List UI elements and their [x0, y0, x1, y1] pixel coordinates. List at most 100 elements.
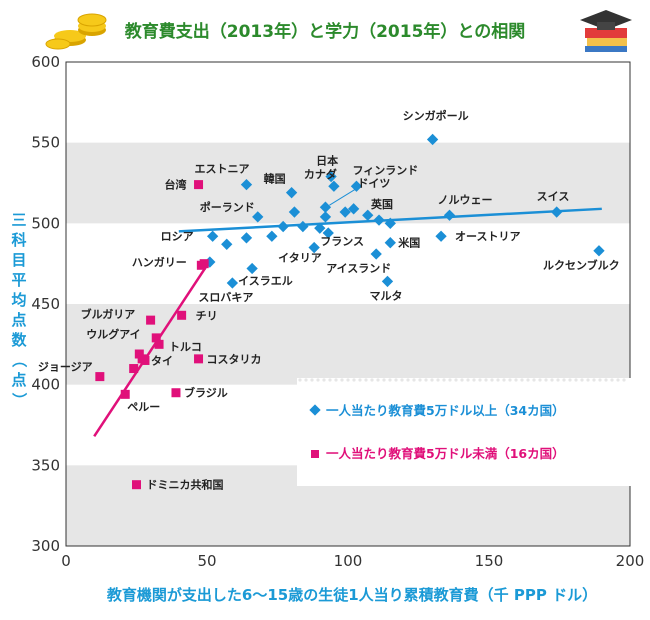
legend-dot [364, 378, 368, 382]
legend-dot [472, 378, 476, 382]
legend-dot [406, 378, 410, 382]
data-point-diamond [325, 170, 337, 183]
point-label: スロバキア [198, 291, 253, 304]
legend-dot [610, 378, 614, 382]
data-point-square [129, 364, 139, 374]
legend-dot [532, 378, 536, 382]
data-point-diamond [266, 230, 278, 242]
legend-dot [454, 378, 458, 382]
point-label: ドミニカ共和国 [147, 478, 224, 492]
point-label: スイス [537, 190, 570, 203]
y-axis-ticks: 300 350 400 450 500 550 600 [31, 53, 60, 555]
y-axis-title-char: 数 [11, 331, 27, 349]
point-label: マルタ [369, 289, 402, 302]
x-axis-title: 教育機関が支出した6～15歳の生徒1人当り累積教育費（千 PPP ドル） [106, 586, 597, 604]
legend-dot [328, 378, 332, 382]
legend-dot [376, 378, 380, 382]
legend-dot [340, 378, 344, 382]
y-tick-label: 400 [31, 376, 60, 394]
point-label: ジョージア [38, 361, 93, 374]
y-tick-label: 600 [31, 53, 60, 71]
legend-dot [586, 378, 590, 382]
data-point-square [177, 310, 187, 320]
data-point-diamond [551, 206, 563, 218]
data-point-square [95, 372, 105, 382]
point-label: ドイツ [357, 177, 390, 190]
point-label: ブルガリア [81, 307, 136, 321]
legend-dot [322, 378, 326, 382]
legend-dot [304, 378, 308, 382]
data-point-square [146, 315, 156, 325]
y-tick-label: 450 [31, 295, 60, 313]
legend-dot [382, 378, 386, 382]
data-point-diamond [240, 232, 253, 244]
legend-dot [592, 378, 596, 382]
legend-dot [310, 378, 314, 382]
x-tick-label: 0 [61, 552, 71, 570]
point-label: ルクセンブルク [543, 258, 620, 272]
point-label: タイ [151, 354, 173, 367]
data-point-diamond [206, 230, 219, 242]
y-axis-title-char: 平 [11, 271, 26, 289]
point-label: ハンガリー [132, 255, 187, 269]
legend-dot [298, 378, 302, 382]
legend-dot [424, 378, 428, 382]
data-point-square [120, 389, 130, 399]
legend-dot [604, 378, 608, 382]
point-label: トルコ [169, 340, 202, 353]
data-point-square [171, 388, 181, 398]
legend-dot [622, 378, 626, 382]
data-point-square [137, 354, 147, 364]
point-label: イタリア [278, 252, 322, 265]
point-label: 米国 [397, 236, 420, 250]
data-point-square [132, 480, 141, 490]
data-point-diamond [285, 187, 298, 199]
point-label: 台湾 [165, 178, 187, 192]
y-tick-label: 300 [31, 537, 60, 555]
point-label: チリ [196, 309, 218, 322]
legend-dot [430, 378, 434, 382]
point-label: ウルグアイ [86, 327, 140, 341]
legend-dot [478, 378, 482, 382]
plot-frame [65, 61, 631, 547]
point-label: ポーランド [200, 200, 255, 214]
legend-marker-diamond [309, 404, 321, 416]
x-tick-label: 200 [616, 552, 645, 570]
legend-dot [316, 378, 320, 382]
legend-dot [484, 378, 488, 382]
point-label: 日本 [316, 154, 338, 168]
data-point-diamond [347, 203, 360, 215]
legend-dot [496, 378, 500, 382]
y-axis-title-char: 科 [11, 231, 26, 249]
legend-dot [574, 378, 578, 382]
data-point-diamond [221, 238, 233, 250]
legend-dot [346, 378, 350, 382]
x-tick-label: 100 [334, 552, 363, 570]
legend-dot [556, 378, 560, 382]
legend-dot [526, 378, 530, 382]
data-point-diamond [314, 222, 326, 234]
y-axis-title-char: 目 [11, 251, 26, 269]
legend-dot [520, 378, 524, 382]
point-label: 英国 [370, 197, 393, 211]
data-point-diamond [297, 220, 309, 233]
legend-dot [580, 378, 584, 382]
data-point-diamond [362, 209, 374, 221]
point-label: フランス [320, 235, 364, 248]
graduation-cap-icon [580, 10, 632, 52]
data-point-diamond [322, 227, 334, 239]
legend-dot [442, 378, 446, 382]
legend-dot [562, 378, 566, 382]
y-tick-label: 350 [31, 456, 60, 474]
data-point-square [151, 333, 161, 343]
data-point-square [196, 260, 206, 270]
y-axis-title-char: ） [10, 392, 28, 407]
legend-dot [616, 378, 620, 382]
data-point-diamond [226, 277, 239, 289]
legend-dot [334, 378, 338, 382]
data-point-diamond [328, 180, 340, 192]
legend-dot [370, 378, 374, 382]
